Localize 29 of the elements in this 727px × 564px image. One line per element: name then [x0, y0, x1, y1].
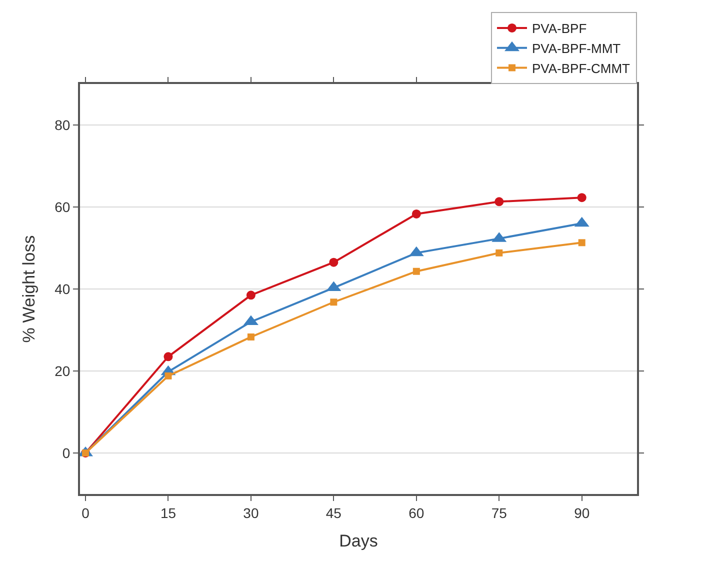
legend-label: PVA-BPF-MMT [532, 40, 621, 56]
y-tick-label: 80 [54, 116, 70, 133]
point [246, 290, 256, 300]
point [329, 258, 338, 267]
x-tick-label: 30 [243, 504, 259, 521]
x-tick-label: 0 [82, 504, 90, 521]
x-tick-label: 90 [574, 504, 590, 521]
y-tick-label: 0 [62, 444, 70, 461]
point [164, 372, 172, 380]
point [496, 249, 503, 256]
point [412, 268, 420, 275]
legend-label: PVA-BPF [532, 21, 587, 36]
point [578, 239, 586, 246]
point [247, 333, 254, 340]
x-tick-label: 75 [491, 504, 508, 521]
y-tick-label: 60 [54, 198, 70, 215]
point [577, 193, 586, 202]
y-tick-label: 40 [54, 280, 70, 297]
x-tick-label: 45 [326, 504, 342, 521]
point [494, 197, 504, 206]
y-axis-title: % Weight loss [20, 235, 39, 343]
legend-label: PVA-BPF-CMMT [532, 60, 630, 76]
point [330, 298, 338, 306]
point [164, 352, 173, 362]
x-tick-label: 60 [408, 504, 424, 521]
point [412, 209, 421, 218]
y-tick-label: 20 [54, 362, 70, 379]
x-tick-label: 15 [160, 504, 176, 521]
x-axis-title: Days [339, 532, 378, 551]
